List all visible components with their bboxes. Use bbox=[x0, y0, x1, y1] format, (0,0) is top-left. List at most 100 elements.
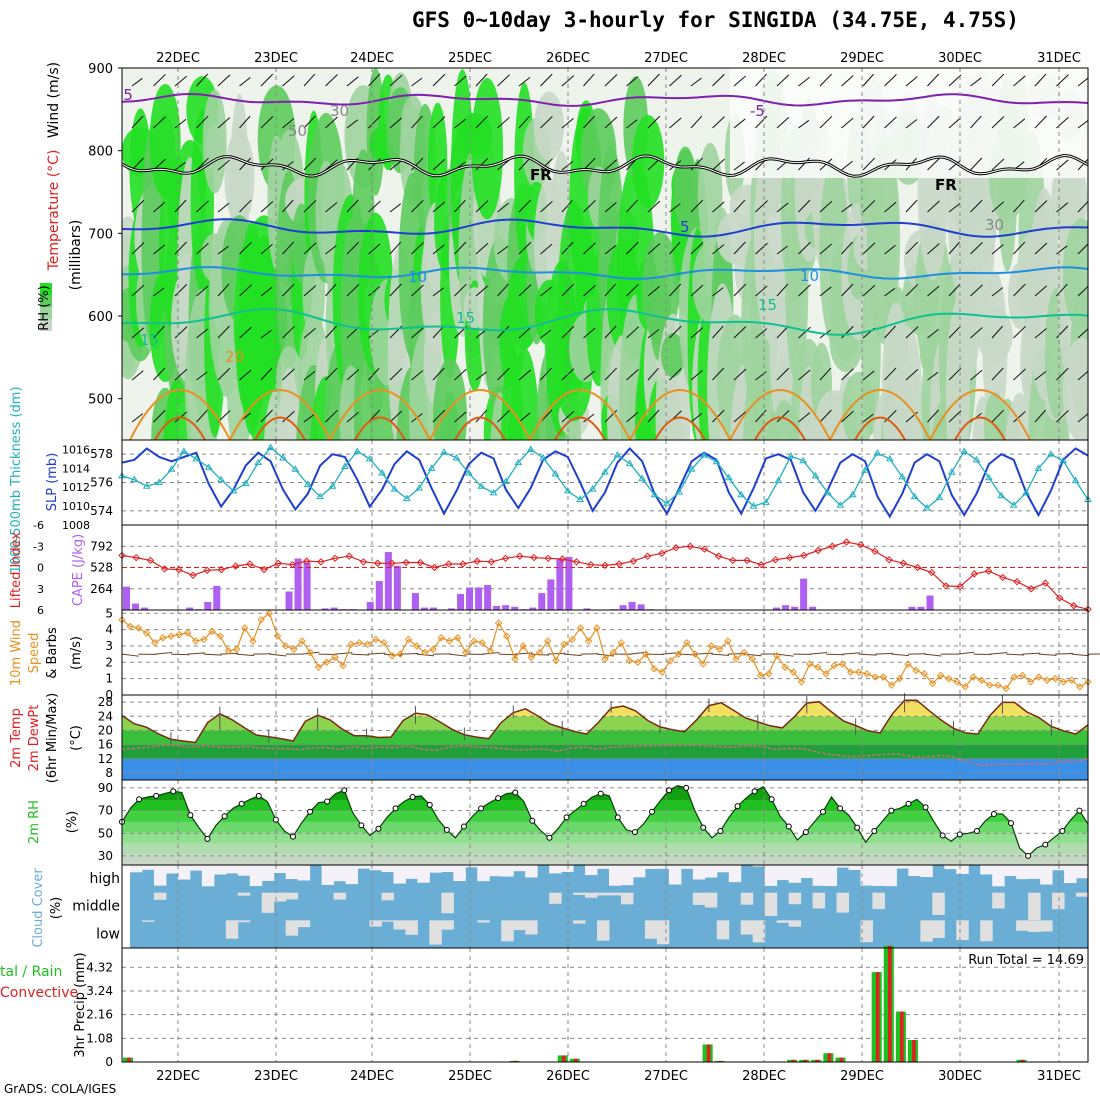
contour-label: 20 bbox=[225, 348, 244, 366]
wind-barb bbox=[841, 117, 854, 129]
cloud-gap bbox=[776, 865, 790, 881]
li-marker bbox=[317, 558, 325, 566]
contour-20 bbox=[729, 389, 831, 440]
wind-barb bbox=[411, 327, 424, 339]
rh-marker bbox=[546, 834, 553, 841]
wind-barb bbox=[733, 199, 746, 213]
wind-barb-10m bbox=[858, 653, 877, 656]
rh-blob bbox=[661, 386, 685, 440]
wind-barb bbox=[260, 201, 274, 213]
rh-marker bbox=[255, 792, 262, 799]
wind-barb-10m bbox=[269, 653, 287, 657]
wind-marker bbox=[666, 656, 675, 665]
cloud-gap bbox=[249, 865, 263, 887]
cloud-gap bbox=[836, 892, 849, 913]
rh-marker bbox=[341, 787, 348, 794]
wind-marker bbox=[372, 635, 380, 644]
wind-barb bbox=[325, 159, 338, 171]
wind-barb bbox=[303, 370, 316, 381]
wind-barb bbox=[776, 202, 789, 213]
cloud-gap bbox=[177, 865, 191, 880]
li-marker bbox=[956, 582, 964, 591]
wind-barb bbox=[497, 325, 510, 339]
li-tick-label: 0 bbox=[37, 562, 44, 575]
wind-marker bbox=[1002, 684, 1010, 693]
contour-20 bbox=[329, 389, 431, 440]
cloud-gap bbox=[992, 865, 1005, 887]
li-marker bbox=[1013, 577, 1021, 586]
wind-barb bbox=[196, 242, 209, 255]
wind-marker bbox=[339, 661, 347, 670]
wind-barb bbox=[153, 367, 166, 381]
y-tick-label: 16 bbox=[98, 738, 113, 752]
wind-barb bbox=[733, 283, 747, 297]
wind-barb bbox=[540, 73, 553, 87]
li-marker bbox=[487, 558, 496, 566]
cloud-gap bbox=[153, 865, 167, 886]
cape-bar bbox=[141, 607, 149, 610]
rh-marker bbox=[204, 835, 211, 842]
y-axis-label-3: (6hr Min/Max) bbox=[45, 693, 60, 783]
panel-frame bbox=[121, 609, 1089, 696]
cloud-gap bbox=[477, 865, 490, 882]
y-tick-label-right: 1010 bbox=[62, 500, 90, 513]
wind-barb bbox=[776, 367, 790, 381]
cape-bar bbox=[782, 605, 790, 610]
slp-marker bbox=[563, 487, 572, 494]
wind-barb bbox=[411, 199, 424, 213]
y-tick-label: 900 bbox=[88, 62, 113, 77]
wind-barb bbox=[1077, 77, 1088, 87]
cloud-gap bbox=[213, 865, 227, 875]
wind-barb bbox=[518, 157, 531, 171]
legend-total-rain: tal / Rain bbox=[0, 964, 62, 980]
wind-barb bbox=[884, 325, 896, 339]
slp-marker bbox=[687, 465, 696, 472]
x-tick-label-top: 29DEC bbox=[840, 51, 884, 66]
wind-barb bbox=[970, 199, 983, 213]
contour-label: 15 bbox=[758, 296, 777, 314]
wind-barb bbox=[690, 412, 703, 423]
wind-barb bbox=[884, 244, 896, 255]
wind-barb bbox=[368, 367, 380, 381]
cloud-panel: high middle low Cloud Cover (%) bbox=[31, 864, 1089, 949]
cloud-gap bbox=[501, 865, 514, 877]
wind-barb bbox=[282, 118, 295, 129]
temp-fill bbox=[122, 700, 1088, 780]
li-marker bbox=[260, 565, 268, 574]
rh-marker bbox=[580, 800, 587, 807]
cape-bar bbox=[502, 605, 510, 610]
wind-barb bbox=[432, 73, 446, 87]
wind-barb bbox=[239, 369, 252, 381]
wind-barb-10m bbox=[875, 652, 894, 655]
wind-barb bbox=[798, 157, 810, 171]
footer-credit: GrADS: COLA/IGES bbox=[4, 1082, 117, 1096]
rh-marker bbox=[956, 831, 963, 838]
wind-barb bbox=[454, 368, 467, 381]
wind-barb bbox=[1013, 368, 1026, 381]
wind-barb bbox=[991, 367, 1004, 381]
wind-barb bbox=[196, 157, 209, 171]
x-tick-label-bottom: 30DEC bbox=[938, 1069, 982, 1084]
wind-barb bbox=[196, 371, 208, 381]
wind-barb bbox=[561, 75, 575, 87]
wind-barb bbox=[626, 283, 639, 297]
wind-barb bbox=[432, 287, 444, 297]
x-tick-label-top: 24DEC bbox=[350, 51, 394, 66]
wind-marker bbox=[167, 632, 175, 640]
wind-barb bbox=[776, 245, 788, 255]
wind-barb bbox=[196, 115, 209, 129]
li-marker bbox=[871, 547, 879, 555]
wind-barb bbox=[1013, 75, 1026, 87]
wind-barb-10m bbox=[187, 652, 206, 655]
wind-marker bbox=[658, 668, 667, 676]
slp-marker bbox=[365, 454, 374, 462]
rh-marker bbox=[768, 796, 775, 803]
wind-barb bbox=[1034, 371, 1047, 381]
slp-marker bbox=[427, 464, 436, 471]
wind-barb bbox=[819, 409, 832, 423]
wind-barb bbox=[454, 283, 467, 297]
rh-marker bbox=[700, 824, 707, 831]
contour-20 bbox=[629, 389, 731, 440]
wind-barb bbox=[583, 413, 595, 423]
wind-barb bbox=[239, 77, 251, 87]
